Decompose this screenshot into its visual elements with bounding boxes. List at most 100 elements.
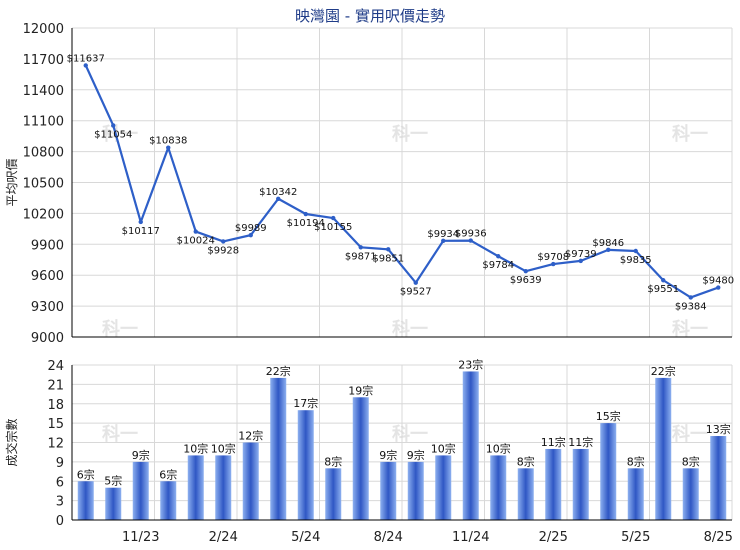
price-data-label: $9784 — [482, 260, 514, 271]
y-tick-label: 6 — [56, 475, 64, 490]
y-tick-label: 10200 — [23, 207, 64, 222]
price-point — [276, 196, 281, 201]
price-data-label: $10117 — [122, 226, 160, 237]
price-data-label: $9989 — [235, 223, 267, 234]
y-tick-label: 15 — [47, 417, 64, 432]
price-point — [716, 285, 721, 290]
count-bar — [435, 455, 452, 520]
watermark-text: 科一 — [392, 423, 428, 445]
count-data-label: 6宗 — [77, 467, 95, 481]
count-bar — [325, 468, 342, 520]
count-data-label: 10宗 — [431, 441, 456, 455]
price-data-label: $9835 — [620, 255, 652, 266]
count-bar — [682, 468, 699, 520]
price-point — [413, 280, 418, 285]
price-point — [303, 211, 308, 217]
count-bar — [545, 448, 562, 520]
count-data-label: 10宗 — [183, 441, 208, 455]
y-tick-label: 9300 — [31, 300, 64, 315]
price-data-label: $10024 — [177, 236, 215, 247]
price-data-label: $10194 — [287, 218, 325, 229]
watermark-text: 科一 — [672, 318, 708, 340]
price-point — [688, 295, 693, 300]
y-tick-label: 9 — [56, 456, 64, 471]
count-data-label: 9宗 — [407, 448, 425, 462]
count-data-label: 22宗 — [266, 364, 291, 378]
price-point — [523, 268, 528, 274]
price-data-label: $10342 — [259, 187, 297, 198]
y-axis-title: 成交宗數 — [4, 418, 19, 466]
count-bar — [270, 377, 287, 520]
x-tick-label: 2/24 — [209, 530, 238, 545]
count-data-label: 11宗 — [541, 435, 566, 449]
x-tick-label: 8/24 — [374, 530, 403, 545]
x-tick-label: 5/25 — [621, 530, 650, 545]
price-point — [331, 215, 336, 221]
count-data-label: 12宗 — [238, 429, 263, 443]
price-data-label: $9928 — [207, 245, 239, 256]
y-tick-label: 10500 — [23, 177, 64, 192]
count-data-label: 9宗 — [379, 448, 397, 462]
y-tick-label: 10800 — [23, 146, 64, 161]
watermark-text: 科一 — [672, 123, 708, 145]
price-point — [248, 232, 253, 238]
watermark-text: 科一 — [392, 123, 428, 145]
count-data-label: 15宗 — [596, 409, 621, 423]
watermark-text: 科一 — [672, 423, 708, 445]
count-bar — [380, 461, 397, 520]
count-data-label: 22宗 — [651, 364, 676, 378]
price-data-label: $9384 — [675, 301, 707, 312]
count-bar — [297, 410, 314, 520]
y-tick-label: 21 — [47, 378, 64, 393]
price-point — [111, 123, 116, 128]
count-data-label: 8宗 — [324, 454, 342, 468]
count-data-label: 8宗 — [627, 454, 645, 468]
count-data-label: 11宗 — [568, 435, 593, 449]
price-line — [84, 64, 719, 299]
x-tick-label: 2/25 — [539, 530, 568, 545]
price-data-label: $9739 — [565, 249, 597, 260]
count-data-label: 10宗 — [211, 441, 236, 455]
x-tick-label: 11/24 — [452, 530, 489, 545]
price-point — [193, 229, 198, 234]
price-data-label: $9527 — [400, 287, 432, 298]
price-data-label: $9639 — [510, 275, 542, 286]
count-bar — [710, 436, 727, 520]
count-bar — [572, 448, 589, 520]
price-point — [83, 63, 88, 68]
price-data-label: $9936 — [455, 229, 487, 240]
count-data-label: 8宗 — [682, 454, 700, 468]
y-tick-label: 11700 — [23, 53, 64, 68]
y-tick-label: 9600 — [31, 269, 64, 284]
price-data-label: $9934 — [427, 229, 459, 240]
count-data-label: 5宗 — [104, 474, 122, 488]
count-data-label: 10宗 — [486, 441, 511, 455]
x-tick-label: 11/23 — [122, 530, 159, 545]
y-tick-label: 3 — [56, 495, 64, 510]
price-data-label: $9480 — [702, 276, 734, 287]
count-data-label: 6宗 — [159, 467, 177, 481]
price-point — [138, 219, 143, 225]
price-point — [386, 247, 391, 252]
price-point — [551, 261, 556, 267]
price-point — [661, 278, 666, 283]
count-bar — [187, 455, 204, 520]
count-data-label: 9宗 — [132, 448, 150, 462]
price-point — [633, 248, 638, 254]
price-data-label: $9846 — [592, 238, 624, 249]
y-tick-label: 11400 — [23, 84, 64, 99]
count-bar — [160, 481, 177, 520]
count-data-label: 13宗 — [706, 422, 731, 436]
chart-title: 映灣園 - 實用呎價走勢 — [295, 7, 445, 25]
price-data-label: $9871 — [345, 251, 377, 262]
y-tick-label: 0 — [56, 514, 64, 529]
y-tick-label: 11100 — [23, 115, 64, 130]
y-tick-label: 12000 — [23, 22, 64, 37]
y-tick-label: 24 — [47, 359, 64, 374]
price-point — [496, 254, 501, 259]
price-point — [358, 245, 363, 250]
count-bar — [215, 455, 232, 520]
